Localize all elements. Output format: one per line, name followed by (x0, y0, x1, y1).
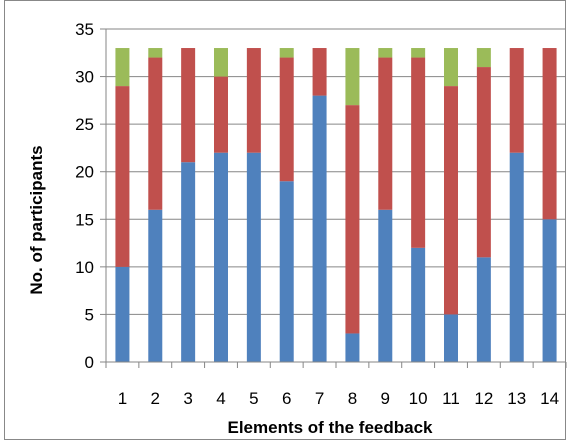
bar-segment-series-2 (246, 48, 261, 153)
bar-segment-series-2 (148, 57, 163, 210)
x-tick-label: 14 (540, 389, 559, 408)
bar-segment-series-2 (181, 48, 196, 163)
x-tick-label: 8 (348, 389, 357, 408)
bar-segment-series-2 (345, 105, 360, 334)
bar-segment-series-2 (279, 57, 294, 182)
y-tick-label: 0 (85, 353, 94, 372)
bar-segment-series-1 (444, 314, 458, 362)
bar-segment-series-2 (444, 86, 458, 315)
bar-segment-series-3 (378, 48, 393, 58)
bar-segment-series-3 (476, 48, 491, 68)
bar-segment-series-1 (115, 266, 130, 362)
bar-segment-series-1 (214, 152, 228, 362)
x-tick-label: 2 (151, 389, 160, 408)
axes (105, 29, 567, 368)
y-tick-label: 10 (75, 258, 94, 277)
x-tick-label: 10 (409, 389, 428, 408)
x-tick-label: 7 (315, 389, 324, 408)
bar-segment-series-3 (411, 48, 426, 58)
x-tick-labels: 1 2 3 4 5 6 7 8 9 10 11 12 13 14 (118, 389, 559, 408)
y-axis-label: No. of participants (27, 145, 46, 294)
bar-segment-series-2 (378, 57, 393, 210)
bar-segment-series-2 (115, 86, 130, 267)
bar-segment-series-1 (148, 209, 163, 362)
y-tick-label: 20 (75, 163, 94, 182)
bar-segment-series-2 (312, 48, 327, 96)
y-tick-labels: 0 5 10 15 20 25 30 35 (75, 20, 94, 372)
x-tick-label: 6 (282, 389, 291, 408)
bar-segment-series-1 (181, 162, 196, 362)
bar-segment-series-2 (214, 76, 228, 153)
bar-segment-series-1 (411, 247, 426, 362)
bar-segment-series-3 (115, 48, 130, 87)
bar-segment-series-1 (378, 209, 393, 362)
x-tick-label: 5 (249, 389, 258, 408)
bar-segment-series-1 (246, 152, 261, 362)
y-tick-label: 35 (75, 20, 94, 39)
x-tick-label: 11 (442, 389, 460, 408)
gridlines (100, 28, 566, 363)
bar-segment-series-3 (148, 48, 163, 58)
bar-segment-series-1 (279, 181, 294, 362)
y-tick-label: 15 (75, 210, 94, 229)
y-tick-label: 30 (75, 68, 94, 87)
y-tick-label: 25 (75, 115, 94, 134)
x-tick-label: 12 (474, 389, 493, 408)
bar-segment-series-1 (345, 333, 360, 362)
bar-segment-series-3 (214, 48, 228, 77)
bar-segment-series-1 (312, 95, 327, 362)
bar-segment-series-3 (279, 48, 294, 58)
x-tick-label: 3 (183, 389, 192, 408)
bar-segment-series-2 (411, 57, 426, 248)
bar-segment-series-2 (509, 48, 524, 153)
x-tick-label: 4 (216, 389, 225, 408)
bars (115, 48, 557, 362)
bar-segment-series-3 (444, 48, 458, 87)
bar-segment-series-2 (476, 67, 491, 258)
x-tick-label: 1 (118, 389, 127, 408)
bar-segment-series-2 (542, 48, 557, 220)
bar-segment-series-1 (476, 257, 491, 362)
bar-segment-series-3 (345, 48, 360, 106)
bar-segment-series-1 (509, 152, 524, 362)
x-tick-label: 9 (381, 389, 390, 408)
bar-segment-series-1 (542, 219, 557, 362)
x-tick-label: 13 (507, 389, 526, 408)
y-tick-label: 5 (85, 305, 94, 324)
x-axis-label: Elements of the feedback (227, 418, 433, 437)
